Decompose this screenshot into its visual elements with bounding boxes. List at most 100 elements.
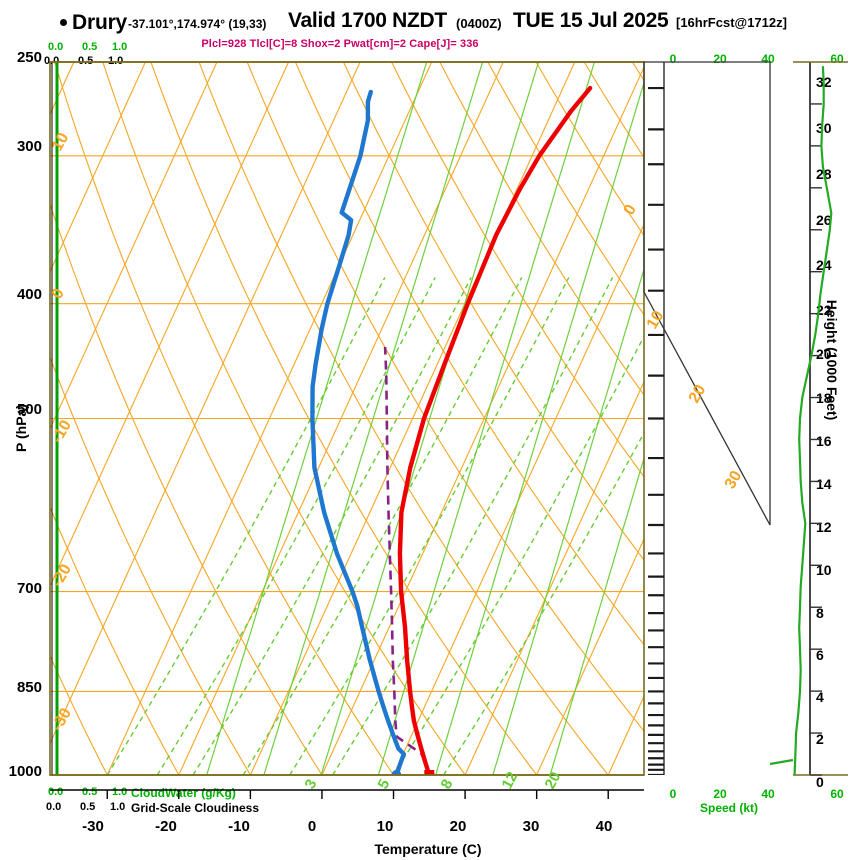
mixing-ratio-20 xyxy=(392,335,644,775)
height-tick-16: 16 xyxy=(816,433,832,449)
temperature-tick-0: 0 xyxy=(307,818,317,835)
wind-barb xyxy=(648,289,664,292)
speed-bottom-tick-60: 60 xyxy=(830,787,844,801)
parcel-line xyxy=(383,346,431,775)
dry-adiabat-40 xyxy=(198,62,609,775)
temperature-trace xyxy=(397,85,593,775)
temperature-tick-40: 40 xyxy=(595,818,613,835)
cloudwater-top-tick-0: 0.0 xyxy=(48,41,64,53)
dry-adiabat--30 xyxy=(50,654,108,775)
height-tick-30: 30 xyxy=(816,120,832,136)
mixing-ratio-label-20: 20 xyxy=(542,769,565,792)
dry-adiabat-140 xyxy=(681,62,850,533)
temperature-tick--10: -10 xyxy=(228,818,250,835)
pressure-tick-850: 850 xyxy=(16,679,42,696)
wind-barb xyxy=(648,750,664,753)
wind-barb xyxy=(648,86,664,90)
mixing-ratio-lines xyxy=(106,277,644,775)
dry-adiabat--10 xyxy=(50,355,251,775)
wind-box-boundary xyxy=(643,61,771,526)
isotherm--90 xyxy=(0,62,2,775)
wind-barb xyxy=(648,724,664,727)
wind-barb-column xyxy=(648,86,664,775)
dry-adiabat-110 xyxy=(535,62,644,237)
dry-adiabat-160 xyxy=(777,62,850,456)
moist-adiabat-8 xyxy=(377,62,595,775)
height-tick-14: 14 xyxy=(816,476,832,492)
cloudiness-bottom-tick-2: 1.0 xyxy=(110,801,126,813)
temperature-tick--30: -30 xyxy=(82,818,104,835)
height-tick-4: 4 xyxy=(816,689,824,705)
wind-barb xyxy=(648,594,664,597)
cloudiness-top-tick-1: 0.5 xyxy=(78,55,94,67)
isotherm-label-left--10: -10 xyxy=(49,417,75,446)
isotherm-label-right-30: 30 xyxy=(722,468,746,492)
mixing-ratio-label-12: 12 xyxy=(499,769,522,792)
cloudiness-top-tick-2: 1.0 xyxy=(108,55,124,67)
dewpoint-surface-marker xyxy=(391,770,402,775)
height-tick-18: 18 xyxy=(816,390,832,406)
wind-barb xyxy=(648,757,664,760)
valid-time: Valid 1700 NZDT xyxy=(288,9,447,32)
wind-barb xyxy=(648,629,664,632)
temperature-tick-10: 10 xyxy=(376,818,394,835)
cloudiness-bottom-tick-1: 0.5 xyxy=(80,801,96,813)
moist-adiabat-32 xyxy=(549,456,644,775)
dry-adiabat-150 xyxy=(729,62,850,490)
mixing-ratio-5 xyxy=(242,277,523,775)
wind-barb xyxy=(648,768,664,771)
pressure-tick-500: 500 xyxy=(16,401,42,418)
cloudwater-top-tick-2: 1.0 xyxy=(112,41,128,53)
valid-date: TUE 15 Jul 2025 xyxy=(513,9,669,32)
forecast-info: [16hrFcst@1712z] xyxy=(676,15,787,30)
wind-barb xyxy=(648,575,664,578)
cloudiness-bottom-tick-0: 0.0 xyxy=(46,801,62,813)
speed-bottom-tick-40: 40 xyxy=(761,787,775,801)
mixing-ratio-2 xyxy=(156,277,436,775)
isotherm-label-left--20: -20 xyxy=(49,561,75,590)
wind-barb xyxy=(648,493,664,496)
station-dot-icon xyxy=(60,19,67,26)
height-tick-8: 8 xyxy=(816,605,824,621)
dry-adiabat-100 xyxy=(487,62,644,316)
wind-barb xyxy=(648,333,664,337)
moist-adiabat--16 xyxy=(206,62,428,775)
height-tick-10: 10 xyxy=(816,562,832,578)
parcel-trace xyxy=(383,346,431,775)
mixing-ratio-8 xyxy=(289,277,570,775)
height-tick-6: 6 xyxy=(816,647,824,663)
dry-adiabat--20 xyxy=(50,505,180,775)
isotherm-label-right-10: 10 xyxy=(644,308,668,332)
mixing-ratio-1 xyxy=(106,277,386,775)
cloudwater-bottom-tick-1: 0.5 xyxy=(82,786,98,798)
dry-adiabat-20 xyxy=(102,62,466,775)
dry-adiabat-90 xyxy=(439,62,644,397)
wind-barb xyxy=(648,523,664,527)
wind-barb xyxy=(648,676,664,680)
dewpoint-trace xyxy=(310,89,406,775)
height-tick-0: 0 xyxy=(816,774,824,790)
wind-barb xyxy=(648,163,664,166)
wind-barb xyxy=(648,248,664,251)
moist-adiabats xyxy=(206,62,644,775)
wind-barb xyxy=(648,417,664,420)
height-tick-2: 2 xyxy=(816,731,824,747)
wind-barb xyxy=(648,203,664,206)
chart-header: Drury -37.101°,174.974° (19,33) Valid 17… xyxy=(0,6,850,36)
dry-adiabat-80 xyxy=(391,62,644,478)
moist-adiabat-0 xyxy=(320,62,540,775)
moist-adiabat--8 xyxy=(263,62,484,775)
dry-adiabat--40 xyxy=(0,62,36,775)
wind-barb xyxy=(648,646,664,649)
plot-frame xyxy=(49,61,848,799)
height-tick-26: 26 xyxy=(816,212,832,228)
cloudwater-bottom-tick-2: 1.0 xyxy=(112,786,128,798)
mixing-ratio-30 xyxy=(443,431,644,775)
wind-barb xyxy=(648,128,664,131)
isotherm-label-left--30: -30 xyxy=(49,705,75,734)
dry-adiabat-60 xyxy=(294,62,644,646)
pressure-tick-1000: 1000 xyxy=(8,763,42,780)
pressure-tick-300: 300 xyxy=(16,138,42,155)
isotherm-50 xyxy=(680,62,850,775)
